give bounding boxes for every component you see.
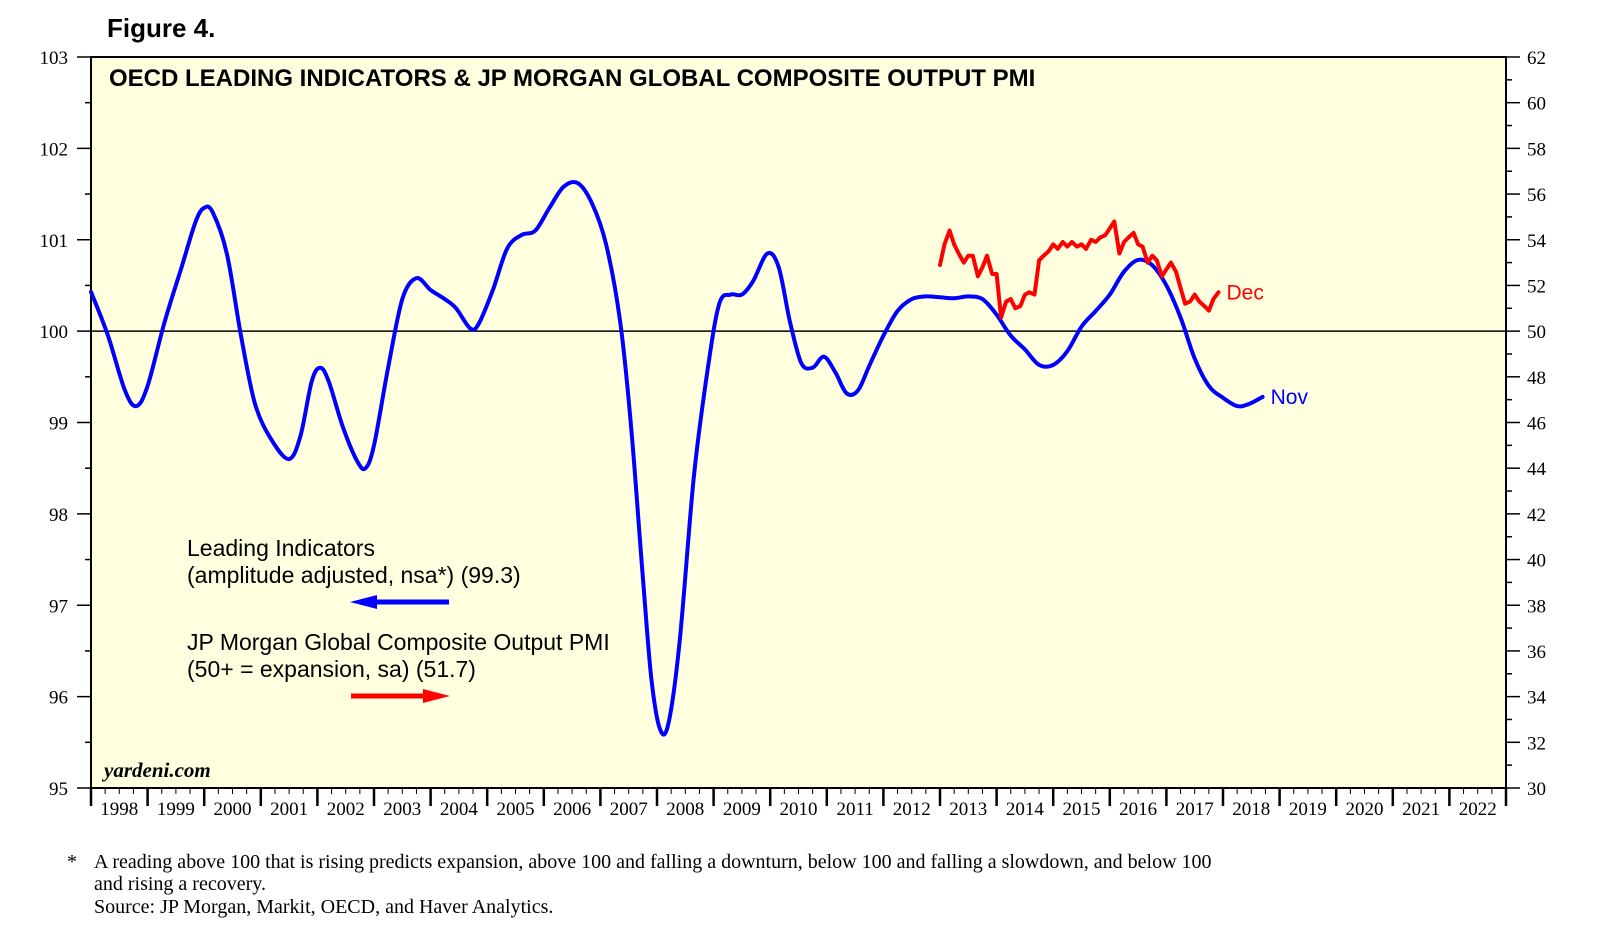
y-left-tick-label: 102 [40,139,69,160]
x-tick-label: 2003 [383,799,421,820]
figure-label: Figure 4. [107,13,215,43]
x-tick-label: 2013 [949,799,987,820]
x-tick-label: 2006 [553,799,591,820]
y-right-tick-label: 42 [1527,505,1546,526]
end-label-nov: Nov [1271,386,1309,409]
x-tick-label: 2021 [1402,799,1440,820]
footnote: * A reading above 100 that is rising pre… [67,851,1212,918]
watermark: yardeni.com [101,758,211,782]
y-left-tick-label: 95 [49,779,68,800]
y-right-tick-label: 46 [1527,414,1546,435]
y-right-tick-label: 50 [1527,322,1546,343]
footnote-source: Source: JP Morgan, Markit, OECD, and Hav… [94,896,553,918]
x-tick-label: 2011 [836,799,873,820]
x-tick-label: 2014 [1006,799,1045,820]
x-tick-label: 2010 [780,799,818,820]
footnote-line1: A reading above 100 that is rising predi… [94,851,1212,873]
legend-red-line1: JP Morgan Global Composite Output PMI [187,629,610,655]
y-right-tick-label: 34 [1527,688,1547,709]
legend-blue-arrow-left [350,595,449,609]
y-right-tick-label: 60 [1527,94,1546,115]
x-tick-label: 2012 [893,799,931,820]
pmi-line [938,219,1221,320]
x-tick-label: 2020 [1346,799,1384,820]
x-tick-label: 2016 [1119,799,1157,820]
x-tick-label: 2015 [1063,799,1101,820]
y-right-tick-label: 40 [1527,551,1546,572]
y-right-tick-label: 52 [1527,276,1546,297]
x-tick-label: 2000 [214,799,252,820]
footnote-line2: and rising a recovery. [94,873,266,895]
chart-title: OECD LEADING INDICATORS & JP MORGAN GLOB… [109,65,1035,92]
x-tick-label: 2017 [1176,799,1214,820]
y-right-tick-label: 44 [1527,459,1547,480]
y-left-tick-label: 99 [49,414,68,435]
x-tick-label: 2018 [1232,799,1270,820]
footnote-marker: * [67,851,77,873]
x-tick-label: 2009 [723,799,761,820]
x-tick-label: 2019 [1289,799,1327,820]
y-right-tick-label: 62 [1527,48,1546,69]
leading-indicators-line [89,179,1265,737]
legend: Leading Indicators (amplitude adjusted, … [187,535,610,703]
y-right-tick-label: 54 [1527,231,1547,252]
x-tick-label: 1999 [157,799,195,820]
y-right-tick-label: 48 [1527,368,1546,389]
legend-blue-line2: (amplitude adjusted, nsa*) (99.3) [187,562,521,588]
x-tick-label: 2007 [610,799,648,820]
x-tick-label: 2002 [327,799,365,820]
x-tick-label: 2008 [666,799,704,820]
y-left-tick-label: 97 [49,596,68,617]
y-left-tick-label: 96 [49,688,68,709]
legend-red-line2: (50+ = expansion, sa) (51.7) [187,656,476,682]
legend-red-arrow-right [351,689,450,703]
y-right-tick-label: 36 [1527,642,1546,663]
legend-blue-line1: Leading Indicators [187,535,375,561]
end-label-dec: Dec [1227,281,1264,304]
y-right-tick-label: 58 [1527,139,1546,160]
y-right-tick-label: 38 [1527,596,1546,617]
y-left-tick-label: 98 [49,505,68,526]
y-left-tick-label: 100 [40,322,69,343]
x-tick-label: 2004 [440,799,479,820]
y-left-tick-label: 103 [40,48,69,69]
y-right-tick-label: 32 [1527,733,1546,754]
x-tick-label: 2001 [270,799,308,820]
x-tick-label: 2005 [497,799,535,820]
x-tick-label: 1998 [100,799,138,820]
y-right-tick-label: 56 [1527,185,1546,206]
x-tick-label: 2022 [1459,799,1497,820]
plot-background [90,56,1507,789]
y-right-tick-label: 30 [1527,779,1546,800]
y-left-tick-label: 101 [40,231,69,252]
